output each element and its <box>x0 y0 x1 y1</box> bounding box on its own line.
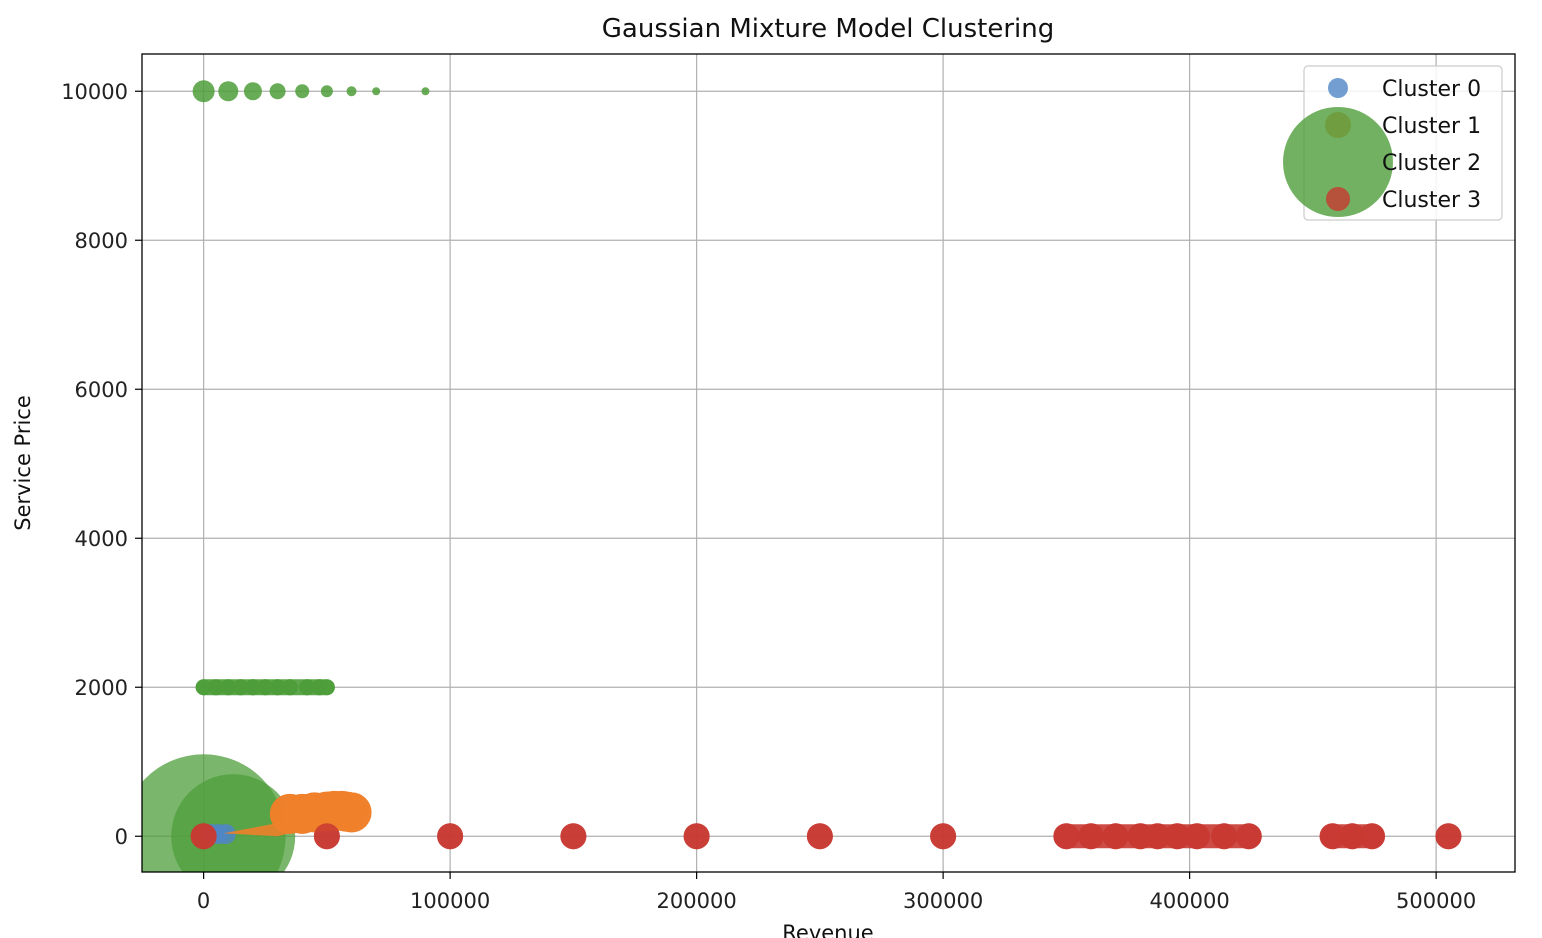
data-point <box>295 84 310 99</box>
chart-title: Gaussian Mixture Model Clustering <box>602 14 1054 44</box>
axis-ticks: 0 100000 200000 300000 400000 500000 0 2000 4000… <box>61 80 1476 913</box>
data-point <box>215 824 236 845</box>
data-point <box>372 87 381 96</box>
data-point <box>192 80 215 103</box>
legend-entry-label: Cluster 1 <box>1382 114 1481 139</box>
data-point <box>1184 823 1211 850</box>
x-tick-label: 400000 <box>1150 889 1230 913</box>
data-point <box>346 86 357 97</box>
data-point <box>1435 823 1462 850</box>
data-point <box>806 823 833 850</box>
data-point <box>683 823 710 850</box>
data-point <box>218 81 239 102</box>
legend-entry-label: Cluster 2 <box>1382 151 1481 176</box>
y-tick-label: 0 <box>115 825 128 849</box>
legend: Cluster 0 Cluster 1 Cluster 2 Cluster 3 <box>1283 65 1503 221</box>
y-axis-label: Service Price <box>11 395 35 531</box>
x-tick-label: 0 <box>197 889 210 913</box>
x-tick-label: 300000 <box>903 889 983 913</box>
data-point <box>1211 823 1238 850</box>
y-tick-label: 6000 <box>75 378 128 402</box>
data-point <box>243 82 262 101</box>
data-point <box>1102 823 1129 850</box>
data-point <box>1164 823 1191 850</box>
x-tick-label: 200000 <box>657 889 737 913</box>
y-tick-label: 8000 <box>75 229 128 253</box>
x-tick-label: 100000 <box>410 889 490 913</box>
plot-frame <box>141 53 1516 873</box>
data-point <box>269 83 286 100</box>
data-point <box>437 823 464 850</box>
y-tick-label: 4000 <box>75 527 128 551</box>
legend-marker <box>1283 107 1393 217</box>
data-point <box>1359 823 1386 850</box>
data-point <box>190 823 217 850</box>
data-point <box>1319 823 1346 850</box>
x-axis-label: Revenue <box>782 921 873 938</box>
data-point <box>421 87 430 96</box>
data-points <box>142 80 1462 872</box>
legend-entry-label: Cluster 0 <box>1382 77 1481 102</box>
data-point <box>1339 823 1366 850</box>
legend-entry-label: Cluster 3 <box>1382 188 1481 213</box>
x-tick-label: 500000 <box>1396 889 1476 913</box>
y-tick-label: 2000 <box>75 676 128 700</box>
data-point <box>1078 823 1105 850</box>
data-point <box>560 823 587 850</box>
data-point <box>1235 823 1262 850</box>
data-point <box>1144 823 1171 850</box>
legend-marker <box>1326 187 1350 211</box>
data-point <box>331 792 372 833</box>
data-point <box>320 85 333 98</box>
legend-marker <box>1328 78 1348 98</box>
point-band <box>223 804 352 837</box>
data-point <box>313 823 340 850</box>
data-point <box>930 823 957 850</box>
data-point <box>1053 823 1080 850</box>
y-tick-label: 10000 <box>61 80 128 104</box>
